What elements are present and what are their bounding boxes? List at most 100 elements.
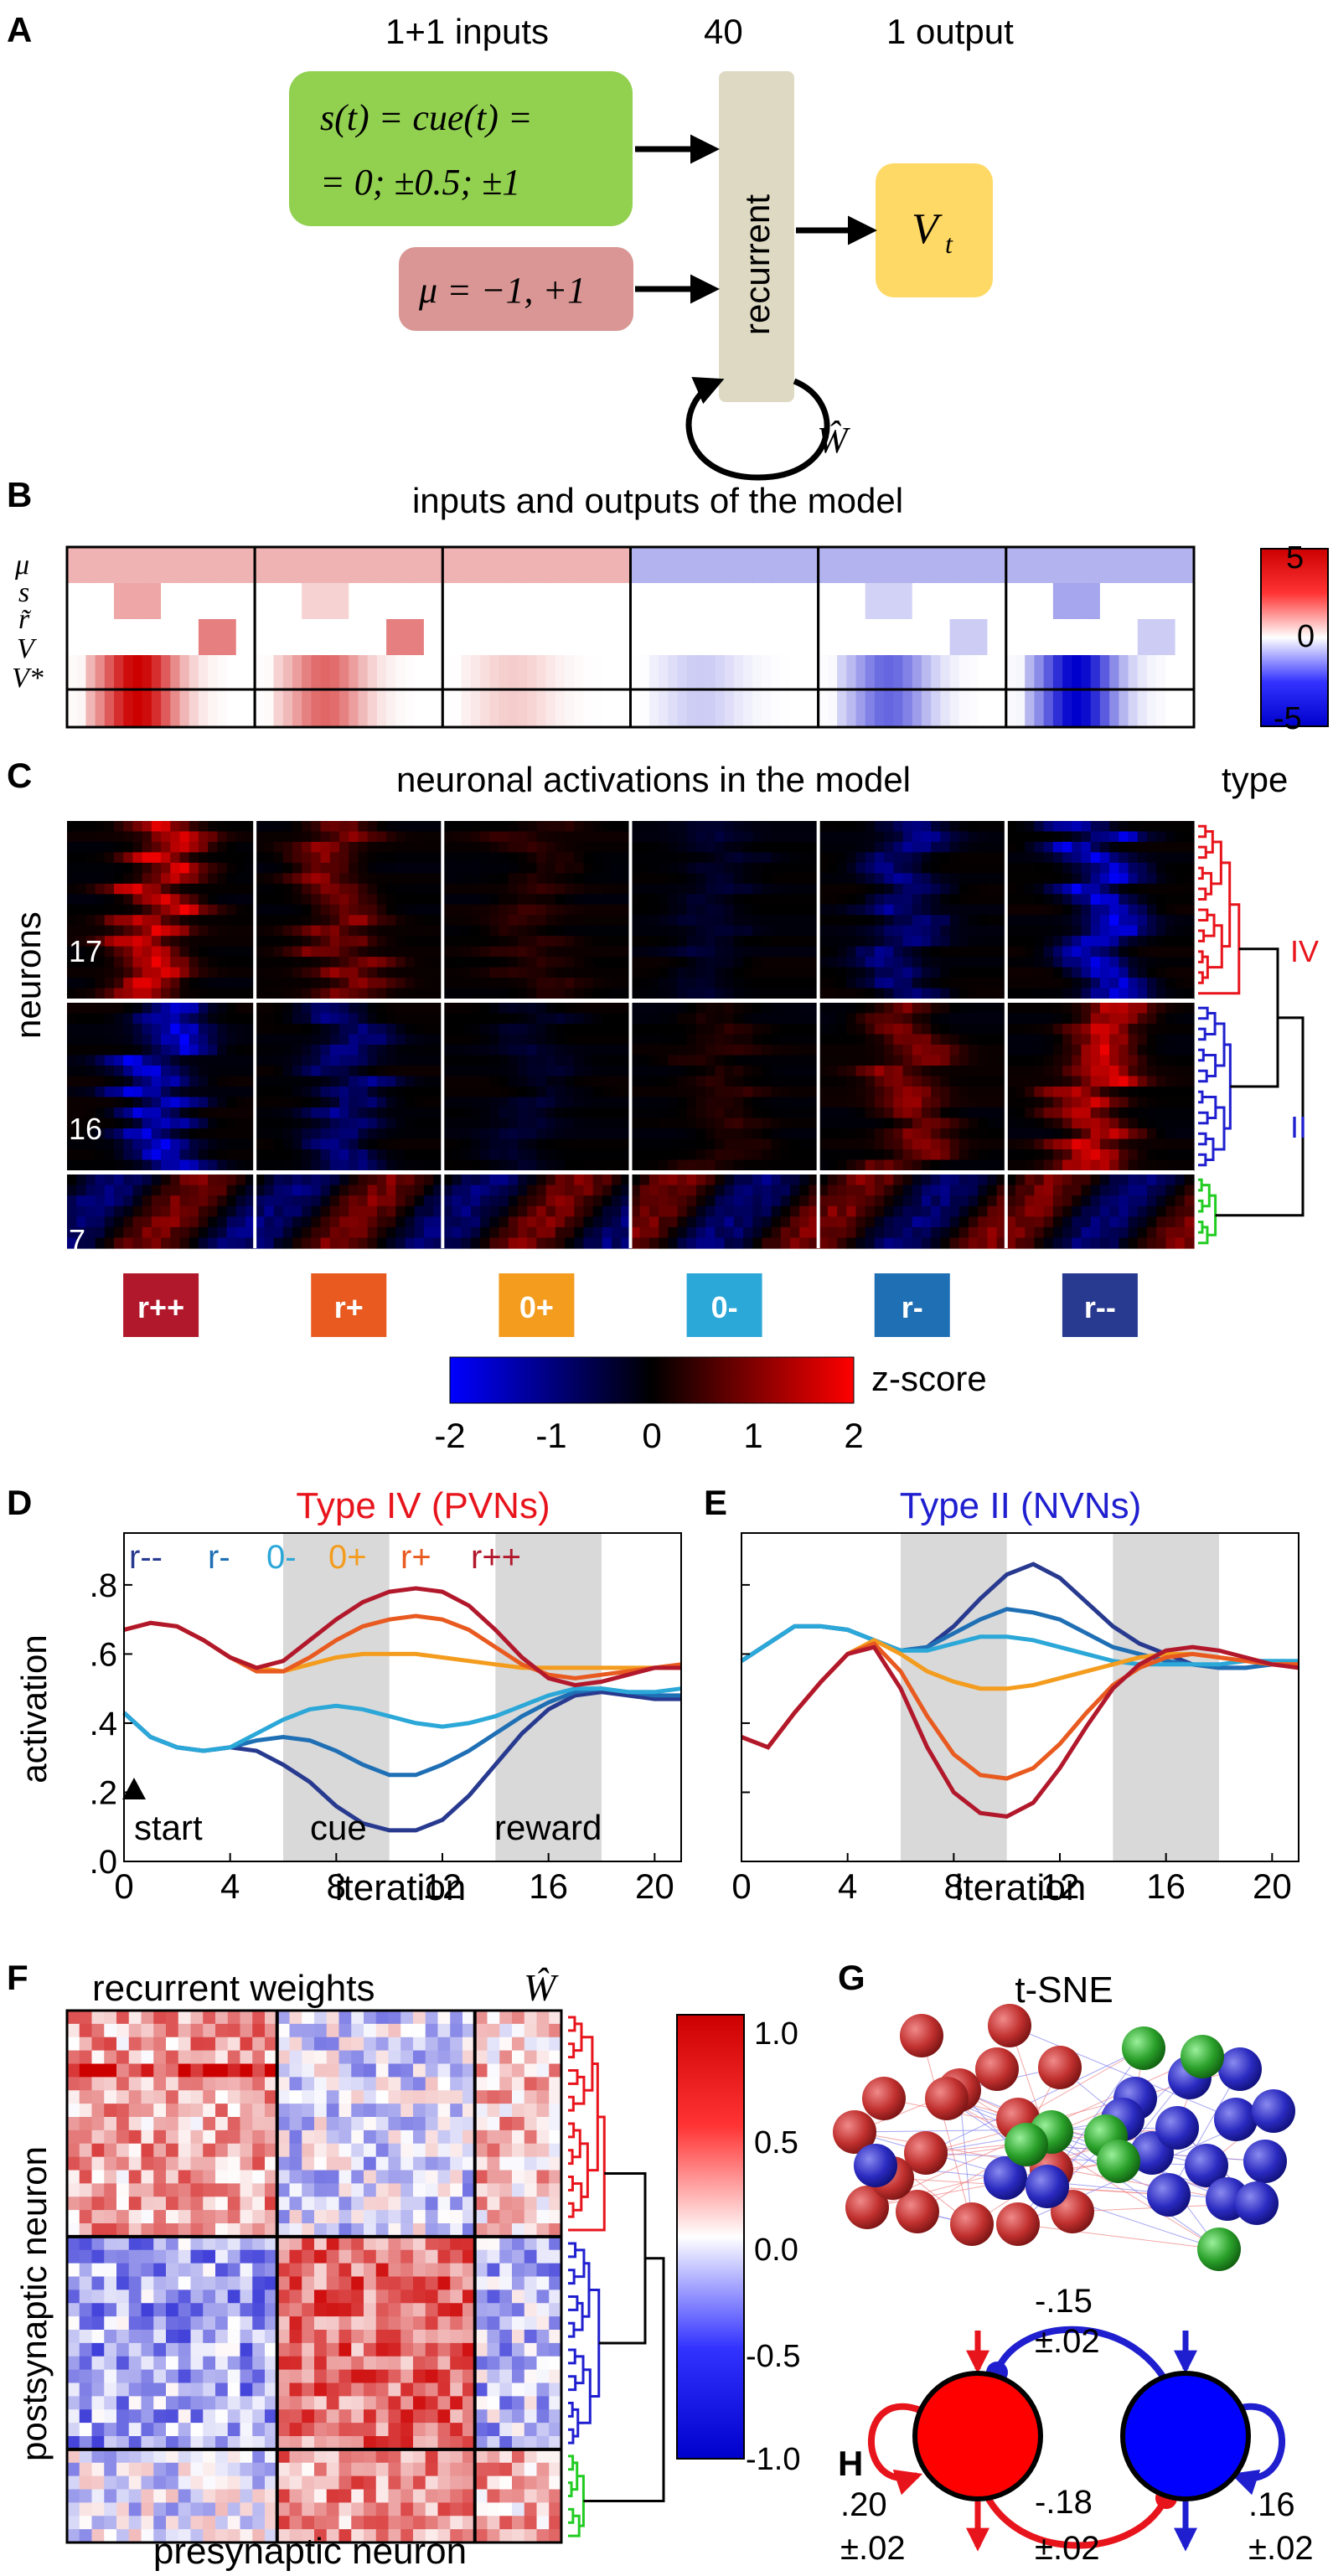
activation-cell xyxy=(282,1237,293,1249)
activation-cell xyxy=(179,873,190,885)
activation-cell xyxy=(367,1138,378,1150)
activation-cell xyxy=(621,1045,632,1056)
activation-cell xyxy=(161,1066,171,1077)
activation-cell xyxy=(255,1237,265,1249)
activation-cell xyxy=(677,1076,688,1087)
activation-cell xyxy=(302,821,313,833)
activation-cell xyxy=(565,1066,575,1077)
activation-cell xyxy=(1034,821,1045,833)
activation-cell xyxy=(170,1076,181,1087)
activation-cell xyxy=(1156,1034,1166,1045)
activation-cell xyxy=(217,831,228,843)
activation-cell xyxy=(282,821,293,833)
activation-cell xyxy=(499,1149,509,1161)
activation-cell xyxy=(902,1138,913,1150)
activation-cell xyxy=(809,946,819,958)
activation-cell xyxy=(282,988,293,999)
activation-cell xyxy=(1090,967,1101,978)
activation-cell xyxy=(771,894,782,906)
activation-cell xyxy=(489,821,500,833)
activation-cell xyxy=(405,894,416,906)
activation-cell xyxy=(302,1205,313,1217)
activation-cell xyxy=(1119,1107,1129,1119)
io-cell xyxy=(189,583,199,620)
activation-cell xyxy=(536,1205,547,1217)
io-cell xyxy=(423,691,434,728)
io-cell xyxy=(198,619,209,656)
activation-cell xyxy=(1072,1107,1082,1119)
io-cell xyxy=(1146,547,1157,584)
activation-cell xyxy=(395,1097,406,1108)
activation-cell xyxy=(480,894,490,906)
activation-cell xyxy=(518,1195,528,1207)
activation-cell xyxy=(226,821,237,833)
activation-cell xyxy=(686,1034,697,1045)
activation-cell xyxy=(273,1226,284,1239)
io-cell xyxy=(85,619,96,656)
activation-cell xyxy=(1025,831,1036,843)
activation-cell xyxy=(208,1128,218,1140)
activation-cell xyxy=(1156,852,1166,864)
activation-cell xyxy=(386,1045,396,1056)
activation-cell xyxy=(893,988,904,999)
activation-cell xyxy=(715,925,726,937)
activation-cell xyxy=(790,1055,800,1066)
activation-cell xyxy=(602,894,612,906)
activation-cell xyxy=(217,1076,228,1087)
activation-cell xyxy=(592,936,603,947)
activation-cell xyxy=(809,988,819,999)
activation-cell xyxy=(405,1076,416,1087)
activation-cell xyxy=(639,1138,650,1150)
activation-cell xyxy=(695,1149,706,1161)
activation-cell xyxy=(902,957,913,968)
activation-cell xyxy=(940,988,951,999)
activation-cell xyxy=(949,1107,960,1119)
activation-cell xyxy=(349,1055,359,1066)
activation-cell xyxy=(170,1118,181,1129)
activation-cell xyxy=(349,978,359,989)
activation-cell xyxy=(1119,946,1129,958)
activation-cell xyxy=(555,852,566,864)
activation-cell xyxy=(104,1107,115,1119)
activation-cell xyxy=(339,1205,349,1217)
activation-cell xyxy=(226,1195,237,1207)
activation-cell xyxy=(433,1149,443,1161)
activation-cell xyxy=(790,894,800,906)
activation-cell xyxy=(592,957,603,968)
activation-cell xyxy=(1034,841,1045,854)
io-cell xyxy=(95,691,106,728)
activation-cell xyxy=(659,852,669,864)
activation-cell xyxy=(85,978,96,989)
io-cell xyxy=(1099,691,1110,728)
activation-cell xyxy=(1072,1045,1082,1056)
activation-cell xyxy=(1099,925,1110,937)
activation-cell xyxy=(170,925,181,937)
activation-cell xyxy=(921,1159,932,1171)
activation-cell xyxy=(1072,1003,1082,1014)
activation-cell xyxy=(874,925,885,937)
activation-cell xyxy=(1090,1024,1101,1035)
activation-cell xyxy=(799,873,810,885)
activation-cell xyxy=(695,1118,706,1129)
activation-cell xyxy=(95,1159,106,1171)
activation-cell xyxy=(733,1034,744,1045)
io-cell xyxy=(208,583,218,620)
activation-cell xyxy=(545,1097,556,1108)
activation-cell xyxy=(123,1138,134,1150)
activation-cell xyxy=(659,821,669,833)
activation-cell xyxy=(433,883,443,895)
io-cell xyxy=(386,691,396,728)
activation-cell xyxy=(414,1216,425,1228)
activation-cell xyxy=(602,978,612,989)
activation-cell xyxy=(189,967,199,978)
activation-cell xyxy=(912,1045,922,1056)
activation-cell xyxy=(480,1107,490,1119)
activation-cell xyxy=(320,1066,331,1077)
activation-cell xyxy=(76,1087,87,1098)
activation-cell xyxy=(452,1128,462,1140)
io-colorbar-tick-0: 0 xyxy=(1297,619,1315,654)
activation-cell xyxy=(170,988,181,999)
activation-cell xyxy=(302,946,313,958)
activation-cell xyxy=(1090,1149,1101,1161)
activation-cell xyxy=(518,1087,528,1098)
